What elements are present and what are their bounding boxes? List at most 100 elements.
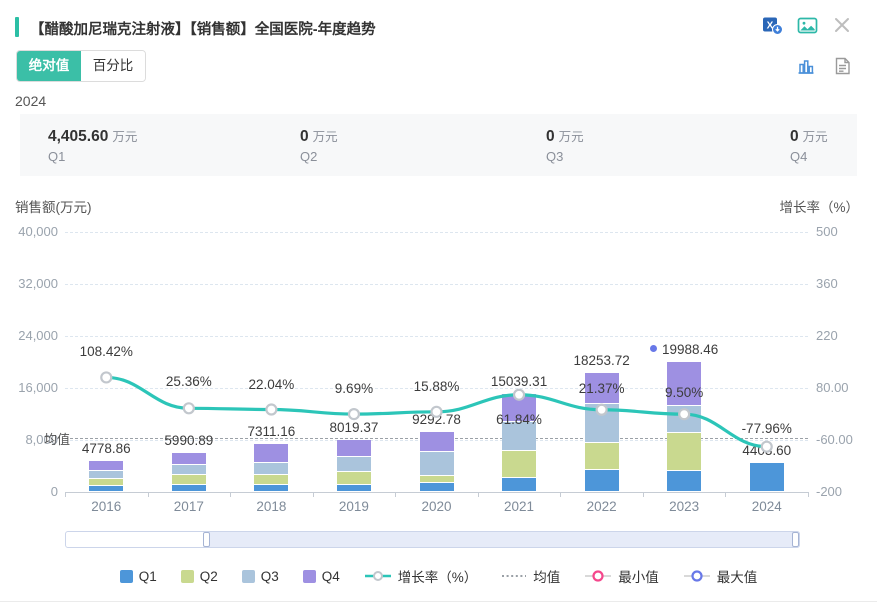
- current-year-label: 2024: [15, 93, 47, 109]
- x-axis-year-label[interactable]: 2022: [586, 499, 617, 514]
- legend-item-label: Q1: [138, 568, 157, 584]
- right-axis-tick-label: 500: [816, 224, 838, 239]
- bar-segment-q3-2020[interactable]: [419, 451, 454, 475]
- q3-label: Q3: [546, 149, 564, 164]
- growth-rate-label: 108.42%: [79, 344, 133, 360]
- bar-chart-view-icon[interactable]: [795, 55, 817, 77]
- bar-segment-q4-2016[interactable]: [89, 460, 124, 470]
- bar-segment-q1-2023[interactable]: [667, 471, 702, 491]
- bar-segment-q3-2017[interactable]: [171, 465, 206, 475]
- view-switch-icons: [795, 55, 853, 77]
- legend-square-icon: [180, 569, 194, 583]
- x-axis-line: [65, 492, 808, 493]
- bar-segment-q1-2024[interactable]: [749, 463, 784, 491]
- datazoom-left-handle[interactable]: [203, 532, 210, 547]
- excel-export-icon[interactable]: X: [761, 14, 783, 36]
- legend-square-icon: [119, 569, 133, 583]
- legend-item-label: Q2: [199, 568, 218, 584]
- x-axis-year-label[interactable]: 2024: [751, 499, 782, 514]
- x-axis-year-label[interactable]: 2021: [504, 499, 535, 514]
- growth-rate-label: 61.84%: [496, 411, 542, 427]
- bar-segment-q3-2022[interactable]: [584, 404, 619, 442]
- bar-segment-q3-2016[interactable]: [89, 470, 124, 479]
- summary-q3: 0 万元 Q3: [518, 126, 762, 164]
- bar-segment-q1-2021[interactable]: [502, 477, 537, 491]
- legend-item-label: 最大值: [716, 570, 758, 585]
- growth-rate-point[interactable]: [347, 408, 361, 421]
- x-axis-year-label[interactable]: 2017: [173, 499, 204, 514]
- bar-segment-q1-2017[interactable]: [171, 485, 206, 491]
- bar-segment-q2-2016[interactable]: [89, 479, 124, 486]
- bar-segment-q2-2021[interactable]: [502, 451, 537, 477]
- left-axis-tick-label: 32,000: [18, 276, 58, 291]
- x-axis-tick: [65, 492, 66, 497]
- title-accent-bar: [15, 17, 19, 37]
- bar-segment-q4-2017[interactable]: [171, 453, 206, 465]
- image-export-icon[interactable]: [796, 14, 818, 36]
- growth-rate-label: -77.96%: [741, 420, 792, 436]
- x-axis-year-label[interactable]: 2019: [338, 499, 369, 514]
- legend-circle-icon: [585, 570, 612, 582]
- bar-segment-q2-2020[interactable]: [419, 475, 454, 482]
- x-axis-year-label[interactable]: 2018: [256, 499, 287, 514]
- quarter-summary-panel: 4,405.60 万元 Q1 0 万元 Q2 0 万元 Q3 0 万元 Q4: [20, 114, 857, 176]
- growth-rate-point[interactable]: [182, 402, 195, 415]
- x-axis-tick: [312, 492, 314, 497]
- growth-rate-point[interactable]: [265, 403, 278, 416]
- growth-rate-point[interactable]: [100, 371, 113, 384]
- legend-item-label: 增长率（%）: [397, 570, 478, 585]
- legend-item-label: 均值: [533, 570, 561, 585]
- bar-segment-q4-2020[interactable]: [419, 431, 454, 451]
- bar-segment-q2-2018[interactable]: [254, 475, 289, 484]
- tab-percentage[interactable]: 百分比: [81, 51, 145, 81]
- page-title: 【醋酸加尼瑞克注射液】【销售额】全国医院-年度趋势: [30, 22, 376, 38]
- legend-item-增长率[interactable]: 增长率（%）: [364, 566, 478, 586]
- legend-item-q4[interactable]: Q4: [302, 569, 340, 584]
- close-icon[interactable]: [831, 14, 853, 36]
- legend-item-q2[interactable]: Q2: [180, 568, 218, 584]
- legend-item-q3[interactable]: Q3: [241, 568, 279, 584]
- legend-item-最大值[interactable]: 最大值: [683, 566, 758, 586]
- bar-segment-q3-2019[interactable]: [336, 456, 371, 472]
- legend-square-icon: [241, 569, 255, 583]
- bar-segment-q1-2016[interactable]: [89, 486, 124, 491]
- bar-segment-q2-2017[interactable]: [171, 475, 206, 485]
- report-view-icon[interactable]: [831, 55, 853, 77]
- right-axis-tick-label: -60.00: [816, 432, 853, 447]
- bar-segment-q2-2019[interactable]: [336, 472, 371, 485]
- bar-segment-q1-2020[interactable]: [419, 482, 454, 491]
- left-axis-tick-label: 40,000: [18, 224, 58, 239]
- chart-legend: Q1 Q2 Q3 Q4 增长率（%） 均值 最小值 最大值: [0, 566, 877, 586]
- bar-segment-q4-2018[interactable]: [254, 444, 289, 462]
- bar-segment-q2-2022[interactable]: [584, 442, 619, 470]
- legend-item-q1[interactable]: Q1: [119, 568, 157, 584]
- x-axis-year-label[interactable]: 2023: [669, 499, 700, 514]
- q4-unit: 万元: [802, 130, 828, 144]
- bar-segment-q2-2023[interactable]: [667, 432, 702, 471]
- header-actions: X: [761, 14, 853, 36]
- right-axis-title: 增长率（%）: [779, 200, 859, 215]
- bar-segment-q1-2019[interactable]: [336, 485, 371, 491]
- x-axis-year-label[interactable]: 2016: [91, 499, 122, 514]
- datazoom-right-handle[interactable]: [792, 532, 799, 547]
- value-mode-tabs: 绝对值 百分比: [16, 50, 146, 82]
- bar-segment-q3-2023[interactable]: [667, 406, 702, 432]
- legend-item-label: Q3: [260, 568, 279, 584]
- bar-segment-q4-2019[interactable]: [336, 439, 371, 456]
- bar-segment-q1-2022[interactable]: [584, 470, 619, 491]
- legend-item-最小值[interactable]: 最小值: [584, 566, 659, 586]
- tab-absolute-value[interactable]: 绝对值: [17, 51, 81, 81]
- bar-segment-q3-2018[interactable]: [254, 462, 289, 475]
- svg-text:X: X: [766, 20, 773, 31]
- datazoom-selection[interactable]: [207, 532, 799, 547]
- growth-rate-label: 25.36%: [165, 374, 212, 390]
- datazoom-slider[interactable]: [65, 531, 800, 548]
- right-axis-tick-label: 220: [816, 328, 838, 343]
- bar-segment-q1-2018[interactable]: [254, 484, 289, 491]
- legend-item-均值[interactable]: 均值: [501, 566, 560, 586]
- x-axis-tick: [230, 492, 232, 497]
- q1-unit: 万元: [112, 130, 138, 144]
- x-axis-year-label[interactable]: 2020: [421, 499, 452, 514]
- right-axis-tick-label: 80.00: [816, 380, 849, 395]
- summary-q4: 0 万元 Q4: [762, 126, 857, 164]
